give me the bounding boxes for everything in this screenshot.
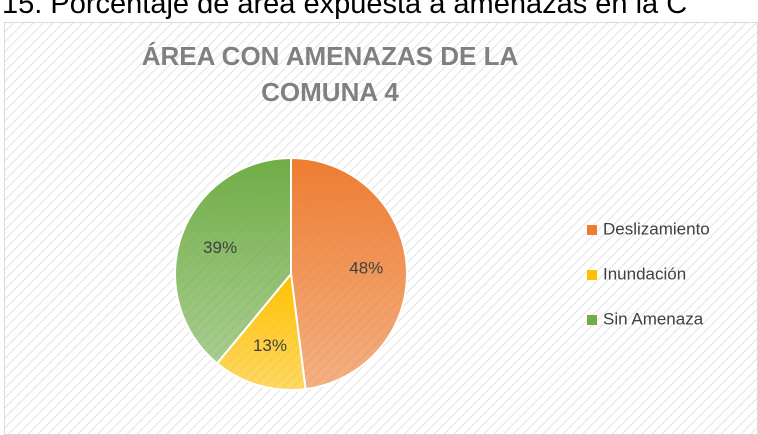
legend-label: Deslizamiento [603, 219, 710, 238]
chart: 48% Deslizamiento 13% Inundación 39% Sin Amen… [4, 22, 758, 435]
caption: 15. Porcentaje de área expuesta a amenaz… [2, 0, 688, 20]
pie-slice [215, 271, 307, 391]
data-label: 48% [349, 259, 383, 278]
data-label: 39% [203, 238, 237, 257]
legend-swatch [587, 225, 597, 235]
pie-slice [290, 156, 408, 391]
chart-title: ÁREA CON AMENAZAS DE LA COMUNA 4 [141, 41, 519, 107]
legend-swatch [587, 315, 597, 325]
legend-label: Inundación [603, 264, 686, 283]
pie-slice [174, 156, 292, 365]
legend-label: Sin Amenaza [603, 309, 704, 328]
data-label: 13% [253, 336, 287, 355]
legend-swatch [587, 270, 597, 280]
